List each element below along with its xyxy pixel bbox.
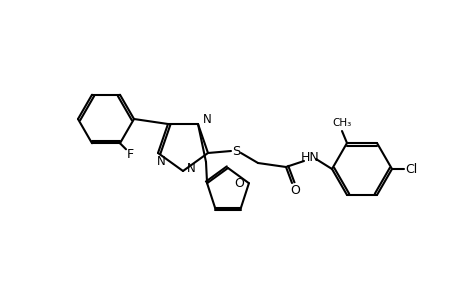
Text: F: F [126, 148, 133, 161]
Text: S: S [231, 145, 240, 158]
Text: HN: HN [300, 151, 319, 164]
Text: N: N [156, 154, 165, 167]
Text: N: N [186, 161, 195, 175]
Text: N: N [202, 112, 211, 125]
Text: O: O [290, 184, 299, 197]
Text: Cl: Cl [404, 163, 416, 176]
Text: O: O [234, 177, 243, 190]
Text: CH₃: CH₃ [332, 118, 351, 128]
